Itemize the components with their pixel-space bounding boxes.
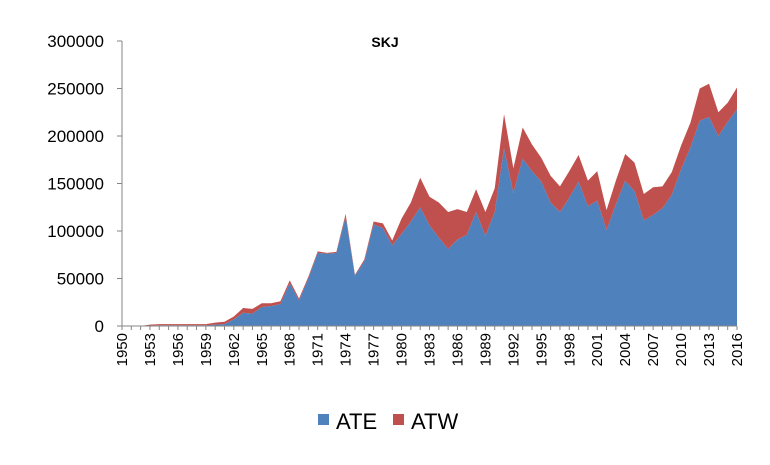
x-tick-label: 2001: [589, 333, 606, 366]
x-tick-label: 2013: [701, 333, 718, 366]
x-tick-label: 1974: [338, 333, 355, 366]
y-tick-label: 0: [95, 317, 104, 336]
x-tick-label: 1965: [254, 333, 271, 366]
x-tick-label: 1962: [226, 333, 243, 366]
x-tick-label: 1977: [366, 333, 383, 366]
x-tick-label: 1995: [533, 333, 550, 366]
chart-title: SKJ: [371, 34, 398, 50]
x-tick-label: 2016: [729, 333, 746, 366]
x-tick-label: 1968: [282, 333, 299, 366]
x-tick-label: 1971: [310, 333, 327, 366]
area-series-group: [122, 83, 737, 327]
x-tick-label: 1980: [394, 333, 411, 366]
x-tick-label: 1953: [142, 333, 159, 366]
x-tick-label: 1986: [449, 333, 466, 366]
legend-label-ate: ATE: [336, 409, 377, 434]
legend-swatch-ate: [318, 414, 329, 425]
area-series-atw: [122, 83, 737, 326]
y-tick-label: 300000: [47, 32, 104, 51]
y-tick-label: 200000: [47, 127, 104, 146]
legend-label-atw: ATW: [411, 409, 458, 434]
x-tick-labels: 1950 1953 1956 1959 1962 1965 1968 1971 1974 1977…: [114, 326, 746, 366]
y-tick-label: 100000: [47, 222, 104, 241]
x-tick-label: 2007: [645, 333, 662, 366]
x-tick-label: 1950: [114, 333, 131, 366]
legend-swatch-atw: [393, 414, 404, 425]
area-series-ate: [122, 109, 737, 327]
x-tick-label: 1983: [422, 333, 439, 366]
x-tick-label: 1992: [505, 333, 522, 366]
x-tick-label: 1989: [477, 333, 494, 366]
x-tick-label: 1959: [198, 333, 215, 366]
legend: ATE ATW: [318, 409, 458, 434]
y-tick-label: 150000: [47, 175, 104, 194]
y-tick-label: 250000: [47, 80, 104, 99]
x-tick-label: 1956: [170, 333, 187, 366]
x-tick-label: 2004: [617, 333, 634, 366]
y-tick-label: 50000: [57, 270, 104, 289]
x-tick-label: 1998: [561, 333, 578, 366]
y-tick-labels: 0 50000 100000 150000 200000 250000 300000: [47, 32, 122, 336]
x-tick-label: 2010: [673, 333, 690, 366]
